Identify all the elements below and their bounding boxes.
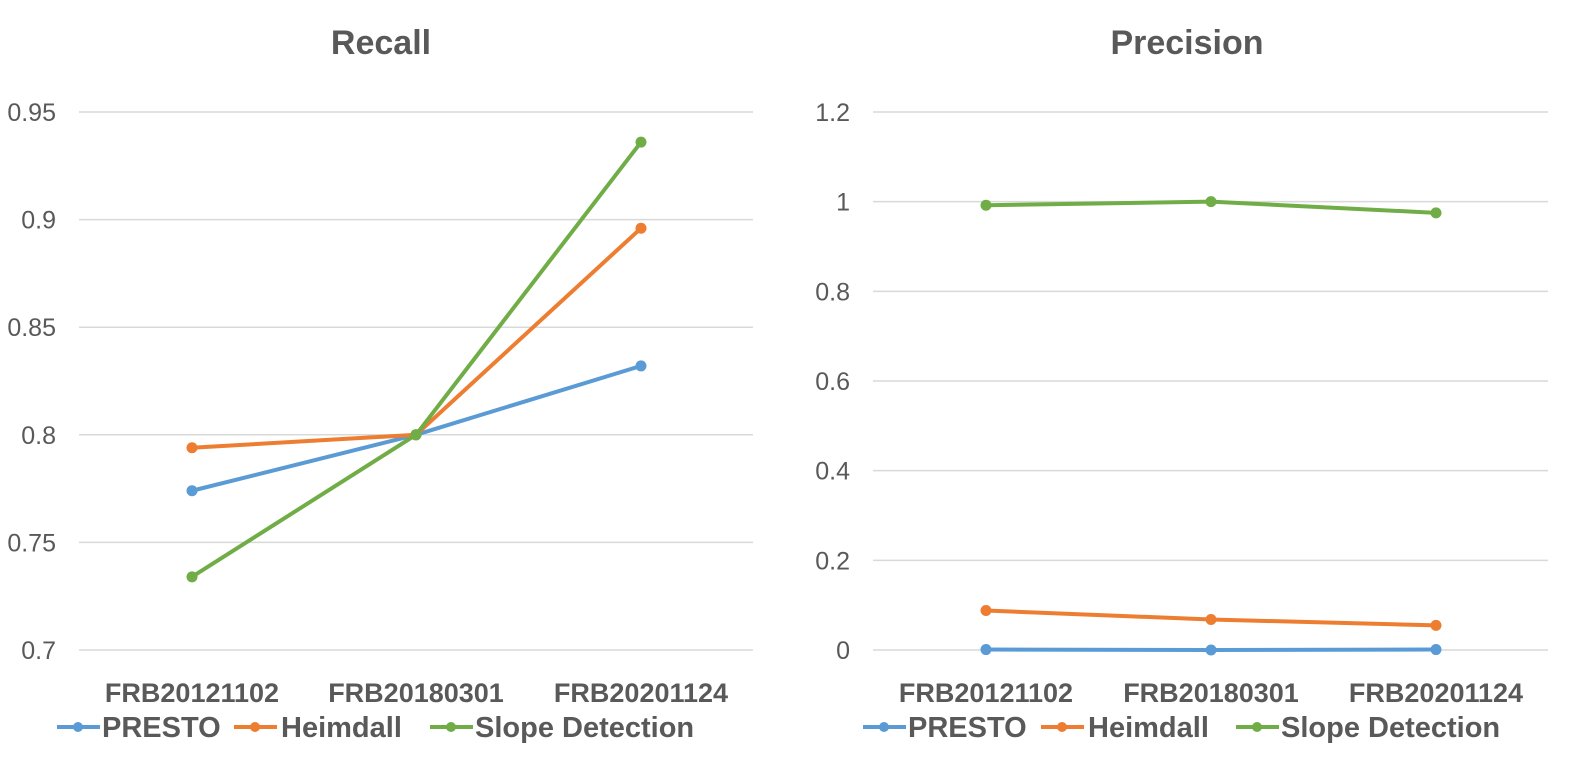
- recall-point-presto: [186, 485, 198, 497]
- recall-point-slope-detection: [635, 136, 647, 148]
- legend-marker-presto: [73, 722, 83, 732]
- precision-x-tick: FRB20180301: [1123, 678, 1299, 708]
- precision-y-tick: 0.8: [815, 278, 850, 306]
- legend-label-heimdall: Heimdall: [281, 712, 402, 744]
- legend-item-presto: PRESTO: [863, 712, 1027, 744]
- recall-series: [186, 136, 647, 583]
- recall-y-tick: 0.8: [21, 422, 56, 450]
- precision-legend: PRESTO Heimdall Slope Detection: [863, 712, 1500, 744]
- precision-y-tick: 0.4: [815, 458, 850, 486]
- recall-x-tick: FRB20180301: [328, 678, 504, 708]
- legend-marker-slope-detection: [1252, 722, 1262, 732]
- precision-y-tick: 0.6: [815, 368, 850, 396]
- precision-x-tick: FRB20201124: [1349, 678, 1523, 708]
- precision-y-tick: 1: [836, 189, 850, 217]
- legend-label-slope-detection: Slope Detection: [475, 712, 694, 744]
- precision-series: [980, 196, 1442, 656]
- recall-y-tick: 0.7: [21, 637, 56, 665]
- legend-item-presto: PRESTO: [57, 712, 221, 744]
- recall-y-tick: 0.85: [7, 314, 56, 342]
- recall-point-heimdall: [635, 222, 647, 234]
- recall-y-tick: 0.95: [7, 99, 56, 127]
- recall-y-tick: 0.75: [7, 529, 56, 557]
- recall-point-slope-detection: [410, 429, 422, 441]
- recall-y-tick: 0.9: [21, 207, 56, 235]
- precision-gridlines: [873, 111, 1548, 651]
- recall-point-heimdall: [186, 442, 198, 454]
- precision-point-slope-detection: [1430, 207, 1442, 219]
- precision-x-tick: FRB20121102: [899, 678, 1073, 708]
- recall-line-slope-detection: [190, 140, 643, 579]
- legend-item-heimdall: Heimdall: [234, 712, 402, 744]
- recall-point-presto: [635, 360, 647, 372]
- recall-chart: Recall 0.7 0.75 0.8 0.85 0.9 0.95 FRB20121102…: [7, 24, 753, 744]
- recall-x-tick: FRB20121102: [105, 678, 279, 708]
- recall-line-heimdall: [191, 226, 643, 450]
- precision-point-heimdall: [1205, 614, 1217, 626]
- legend-marker-heimdall: [250, 722, 260, 732]
- legend-marker-heimdall: [1057, 722, 1067, 732]
- precision-point-presto: [1205, 644, 1217, 656]
- precision-point-slope-detection: [1205, 196, 1217, 208]
- recall-point-slope-detection: [186, 571, 198, 583]
- legend-marker-presto: [879, 722, 889, 732]
- precision-y-tick: 0.2: [815, 547, 850, 575]
- recall-x-axis: FRB20121102 FRB20180301 FRB20201124: [105, 678, 728, 708]
- precision-point-heimdall: [980, 605, 992, 617]
- precision-title: Precision: [1110, 24, 1263, 62]
- legend-label-slope-detection: Slope Detection: [1281, 712, 1500, 744]
- precision-point-slope-detection: [980, 199, 992, 211]
- legend-item-slope-detection: Slope Detection: [1236, 712, 1500, 744]
- precision-point-heimdall: [1430, 619, 1442, 631]
- recall-title: Recall: [331, 24, 431, 62]
- recall-legend: PRESTO Heimdall Slope Detection: [57, 712, 694, 744]
- precision-x-axis: FRB20121102 FRB20180301 FRB20201124: [899, 678, 1523, 708]
- precision-y-tick: 1.2: [815, 99, 850, 127]
- legend-item-heimdall: Heimdall: [1041, 712, 1209, 744]
- precision-point-presto: [980, 644, 992, 656]
- precision-y-axis: 0 0.2 0.4 0.6 0.8 1 1.2: [815, 99, 850, 665]
- legend-marker-slope-detection: [446, 722, 456, 732]
- recall-gridlines: [79, 111, 753, 651]
- legend-label-presto: PRESTO: [908, 712, 1027, 744]
- legend-label-heimdall: Heimdall: [1088, 712, 1209, 744]
- legend-label-presto: PRESTO: [102, 712, 221, 744]
- recall-line-presto: [191, 364, 642, 493]
- precision-point-presto: [1430, 644, 1442, 656]
- legend-item-slope-detection: Slope Detection: [430, 712, 694, 744]
- recall-y-axis: 0.7 0.75 0.8 0.85 0.9 0.95: [7, 99, 56, 665]
- recall-x-tick: FRB20201124: [554, 678, 728, 708]
- precision-y-tick: 0: [836, 637, 850, 665]
- precision-chart: Precision 0 0.2 0.4 0.6 0.8 1 1.2 FRB20121102 …: [815, 24, 1548, 744]
